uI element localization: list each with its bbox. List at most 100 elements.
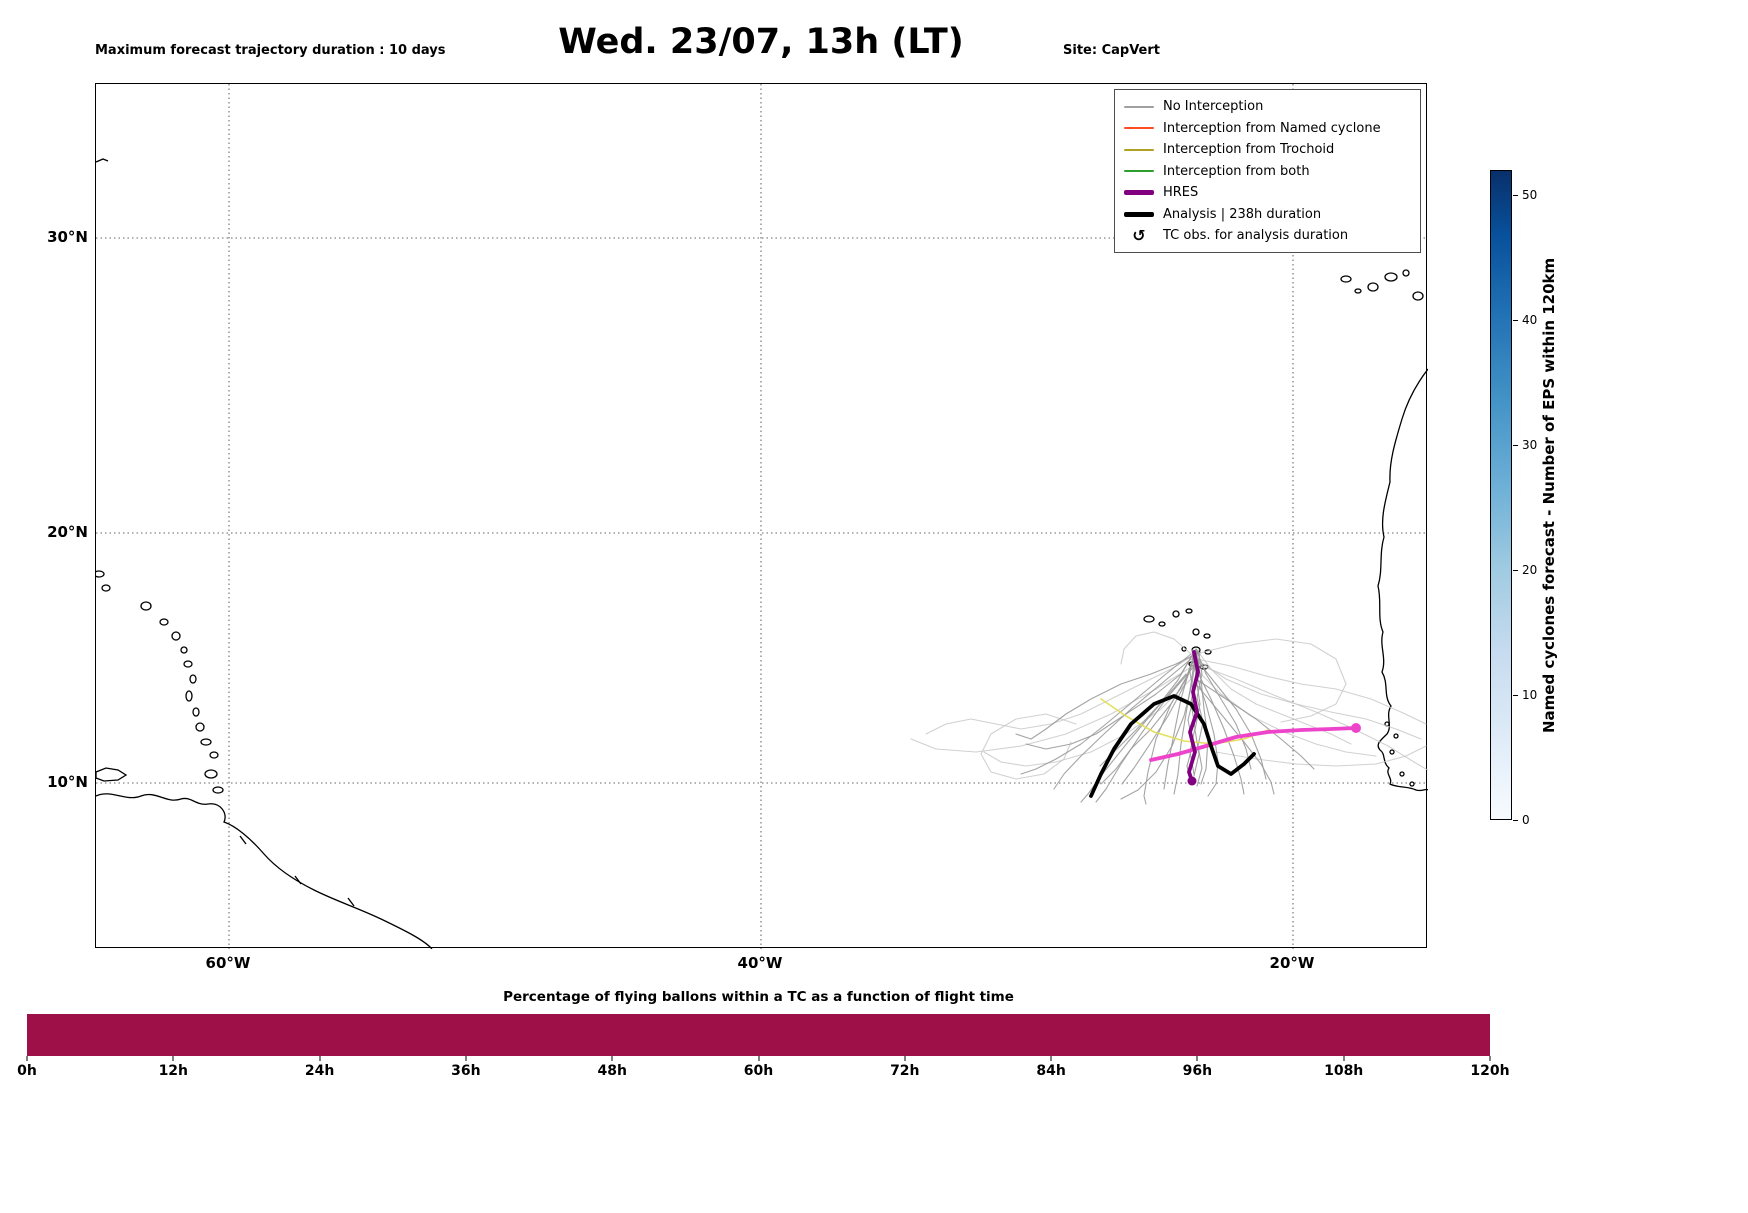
lat-tick-label: 20°N bbox=[47, 523, 88, 541]
island bbox=[159, 618, 169, 626]
legend-label: Analysis | 238h duration bbox=[1163, 206, 1322, 222]
trajectory-no-interception bbox=[1195, 673, 1219, 797]
tc-percentage-bar bbox=[27, 1014, 1490, 1056]
trajectory-analysis bbox=[1089, 694, 1256, 798]
time-axis-label: 96h bbox=[1182, 1063, 1213, 1079]
island bbox=[1384, 272, 1398, 282]
time-axis-label: 24h bbox=[304, 1063, 335, 1079]
legend-line-sample bbox=[1123, 105, 1155, 108]
island bbox=[189, 674, 197, 684]
lon-tick-label: 20°W bbox=[1269, 954, 1315, 972]
island bbox=[1185, 608, 1193, 614]
info-site: Site: CapVert bbox=[1063, 43, 1160, 58]
trajectory-no-interception bbox=[1020, 653, 1192, 775]
colorbar-tick bbox=[1513, 820, 1518, 821]
colorbar-tick-label: 30 bbox=[1522, 438, 1538, 452]
legend-line-swatch bbox=[1124, 190, 1154, 196]
time-axis-label: 84h bbox=[1036, 1063, 1066, 1079]
legend-label: Interception from both bbox=[1163, 163, 1310, 179]
trajectory-no-interception-light bbox=[910, 663, 1197, 753]
island bbox=[1172, 610, 1180, 618]
lon-tick-label: 60°W bbox=[205, 954, 251, 972]
island bbox=[96, 570, 105, 578]
trajectory-no-interception bbox=[1100, 648, 1197, 785]
legend-line-swatch bbox=[1124, 127, 1154, 130]
trajectory-named-cyclone-track bbox=[1149, 726, 1358, 762]
legend-label: Interception from Named cyclone bbox=[1163, 120, 1381, 136]
coastline bbox=[96, 158, 109, 163]
island bbox=[192, 707, 200, 717]
island bbox=[1367, 282, 1379, 292]
legend-item: Interception from both bbox=[1123, 161, 1412, 183]
trajectory-no-interception-light bbox=[1195, 648, 1352, 745]
legend-item: HRES bbox=[1123, 182, 1412, 204]
island bbox=[1399, 771, 1405, 777]
trajectory-no-interception-light bbox=[980, 713, 1077, 780]
colorbar-label: Named cyclones forecast - Number of EPS … bbox=[1540, 257, 1558, 733]
colorbar-tick-label: 20 bbox=[1522, 563, 1538, 577]
island bbox=[1340, 275, 1352, 283]
island bbox=[1158, 621, 1166, 627]
island bbox=[1409, 781, 1415, 787]
trajectory-no-interception bbox=[1121, 653, 1197, 785]
time-axis-label: 60h bbox=[743, 1063, 774, 1079]
island bbox=[171, 631, 181, 641]
colorbar-tick bbox=[1513, 695, 1518, 696]
island bbox=[101, 584, 111, 592]
time-axis-tick bbox=[1343, 1056, 1345, 1061]
time-axis-label: 12h bbox=[158, 1063, 189, 1079]
island bbox=[1402, 269, 1410, 277]
trajectory-no-interception bbox=[1053, 658, 1192, 790]
trajectory-no-interception-light bbox=[1195, 658, 1427, 725]
trajectory-no-interception-light bbox=[1195, 658, 1422, 740]
legend-line-swatch bbox=[1124, 105, 1154, 108]
legend-line-sample bbox=[1123, 190, 1155, 196]
map-canvas bbox=[96, 84, 1428, 949]
trajectory-no-interception bbox=[1095, 663, 1197, 803]
legend-label: Interception from Trochoid bbox=[1163, 142, 1335, 158]
colorbar-tick-label: 50 bbox=[1522, 188, 1538, 202]
coastline bbox=[96, 793, 433, 949]
island bbox=[1389, 749, 1395, 755]
time-axis-tick bbox=[1050, 1056, 1052, 1061]
time-axis-label: 48h bbox=[597, 1063, 627, 1079]
trajectory-no-interception-light bbox=[1195, 663, 1428, 771]
time-axis-tick bbox=[758, 1056, 759, 1061]
legend-line-swatch bbox=[1124, 211, 1154, 217]
trajectory-no-interception bbox=[1015, 653, 1197, 740]
legend-line-swatch bbox=[1124, 170, 1154, 173]
time-axis-label: 120h bbox=[1470, 1063, 1510, 1079]
figure-title: Wed. 23/07, 13h (LT) bbox=[558, 22, 964, 62]
coastline bbox=[294, 875, 302, 885]
island bbox=[185, 690, 193, 702]
colorbar-tick bbox=[1513, 445, 1518, 446]
legend-item: Interception from Named cyclone bbox=[1123, 118, 1412, 140]
legend-item: Interception from Trochoid bbox=[1123, 139, 1412, 161]
legend-item: No Interception bbox=[1123, 96, 1412, 118]
trajectory-no-interception-light bbox=[925, 653, 1197, 735]
island bbox=[180, 646, 188, 654]
time-axis-tick bbox=[319, 1056, 321, 1061]
bottom-chart-title: Percentage of flying ballons within a TC… bbox=[503, 989, 1014, 1005]
time-axis-label: 108h bbox=[1324, 1063, 1364, 1079]
trajectory-no-interception bbox=[1173, 648, 1197, 795]
time-axis-label: 72h bbox=[890, 1063, 920, 1079]
colorbar-tick-label: 0 bbox=[1522, 813, 1530, 827]
colorbar-tick-label: 40 bbox=[1522, 313, 1538, 327]
trajectory-no-interception bbox=[1186, 649, 1195, 785]
legend-line-sample bbox=[1123, 127, 1155, 130]
time-axis-label: 0h bbox=[17, 1063, 37, 1079]
named-cyclone-track-endpoint bbox=[1351, 723, 1361, 733]
legend-line-swatch bbox=[1124, 148, 1154, 151]
map-legend: No Interception Interception from Named c… bbox=[1114, 89, 1421, 253]
island bbox=[200, 738, 212, 746]
trajectory-no-interception bbox=[1195, 668, 1245, 795]
lat-tick-label: 10°N bbox=[47, 773, 88, 791]
time-axis-tick bbox=[26, 1056, 28, 1061]
trajectory-no-interception bbox=[1163, 663, 1192, 790]
legend-item: ↺ TC obs. for analysis duration bbox=[1123, 225, 1412, 247]
island bbox=[140, 601, 152, 611]
island bbox=[1393, 733, 1399, 739]
island bbox=[209, 751, 219, 759]
time-axis-tick bbox=[172, 1056, 174, 1061]
